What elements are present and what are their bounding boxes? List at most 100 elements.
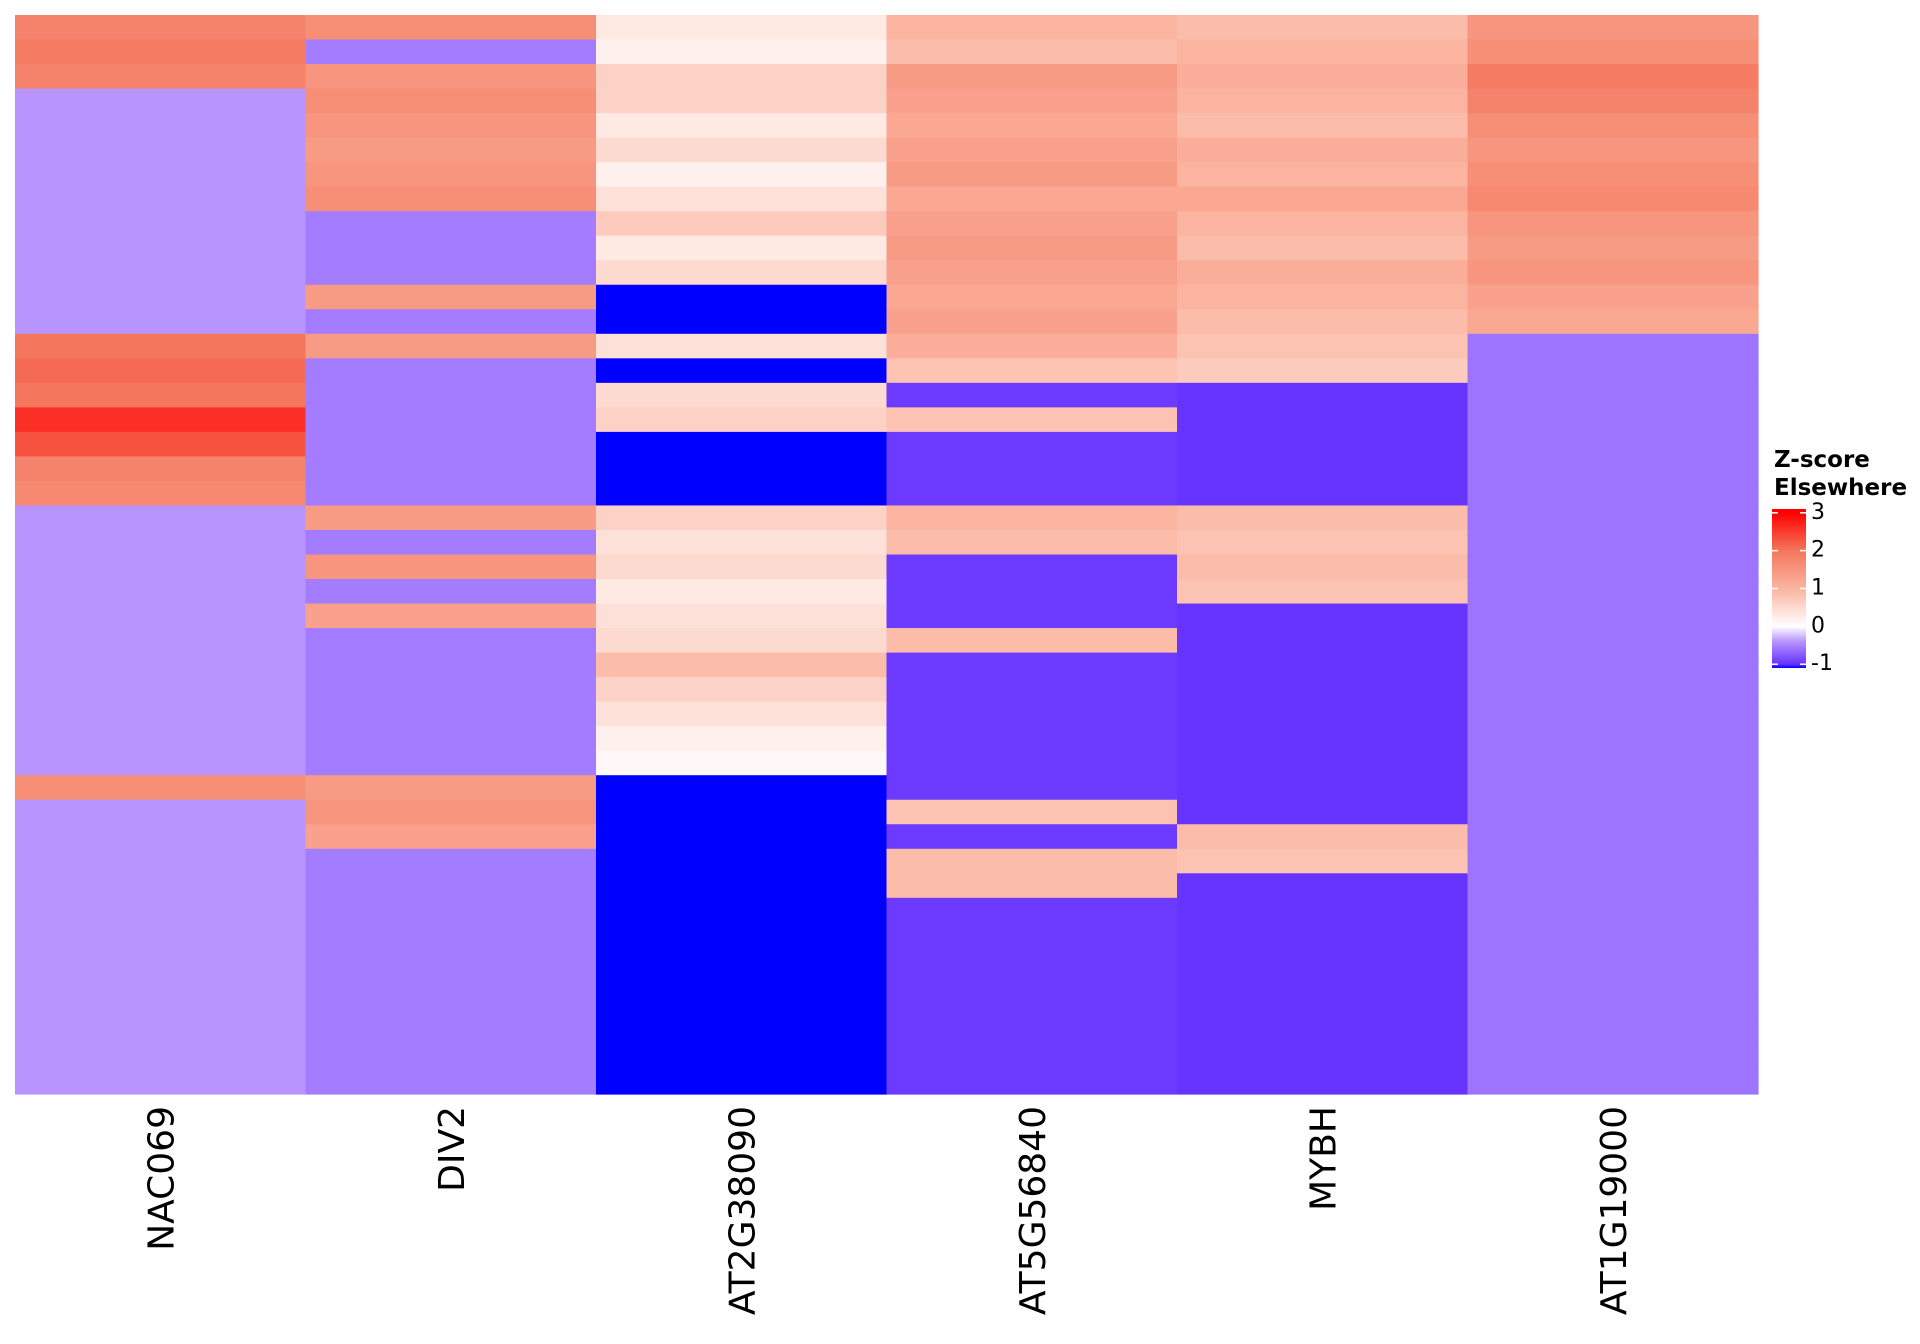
heatmap-cell	[1177, 897, 1469, 923]
heatmap-cell	[305, 873, 597, 899]
heatmap-cell	[596, 799, 888, 825]
heatmap-cell	[1467, 162, 1759, 188]
heatmap-cell	[305, 211, 597, 237]
heatmap-cell	[596, 505, 888, 531]
heatmap-cell	[1177, 579, 1469, 605]
heatmap-cell	[1177, 603, 1469, 629]
heatmap-cell	[1467, 652, 1759, 678]
heatmap-cell	[596, 701, 888, 727]
heatmap-cell	[1177, 88, 1469, 114]
heatmap-cell	[1177, 137, 1469, 163]
heatmap-cell	[886, 799, 1178, 825]
heatmap-cell	[1177, 64, 1469, 90]
heatmap-cell	[15, 946, 307, 972]
heatmap-cell	[305, 480, 597, 507]
x-tick-label: AT2G38090	[722, 1106, 763, 1315]
heatmap-cell	[1467, 579, 1759, 605]
heatmap-cell	[1177, 529, 1469, 556]
heatmap-cell	[305, 186, 597, 212]
heatmap-cell	[596, 186, 888, 212]
heatmap-cell	[886, 137, 1178, 163]
heatmap-cell	[596, 946, 888, 972]
heatmap-cell	[886, 15, 1178, 41]
heatmap-cell	[1177, 554, 1469, 580]
heatmap-cell	[886, 309, 1178, 335]
heatmap-cell	[15, 652, 307, 678]
heatmap-cell	[886, 554, 1178, 580]
heatmap-cell	[596, 260, 888, 286]
heatmap-cell	[596, 652, 888, 678]
heatmap-cell	[596, 848, 888, 874]
heatmap-cell	[1177, 505, 1469, 531]
heatmap-cell	[305, 529, 597, 556]
heatmap-cell	[886, 1044, 1178, 1071]
x-tick-label: AT1G19000	[1594, 1106, 1635, 1315]
heatmap-cell	[596, 137, 888, 163]
heatmap-cell	[1177, 456, 1469, 482]
heatmap-cell	[1467, 1044, 1759, 1071]
heatmap-cell	[1467, 64, 1759, 90]
heatmap-cell	[596, 873, 888, 899]
heatmap-cell	[886, 677, 1178, 703]
heatmap-cell	[1467, 113, 1759, 139]
heatmap-cell	[886, 897, 1178, 923]
heatmap-cell	[305, 848, 597, 874]
heatmap-cell	[305, 603, 597, 629]
heatmap-cell	[15, 358, 307, 384]
heatmap-cell	[596, 382, 888, 408]
heatmap-cell	[15, 186, 307, 212]
heatmap-cell	[596, 456, 888, 482]
heatmap-cell	[596, 235, 888, 261]
heatmap-cell	[305, 1044, 597, 1071]
heatmap-cell	[596, 284, 888, 310]
legend-title: Z-score	[1774, 447, 1870, 473]
heatmap-cell	[886, 603, 1178, 629]
heatmap-cell	[1177, 284, 1469, 310]
heatmap-cell	[1467, 382, 1759, 408]
heatmap-cell	[15, 554, 307, 580]
heatmap-cell	[15, 677, 307, 703]
heatmap-cell	[1467, 677, 1759, 703]
heatmap-cell	[1467, 39, 1759, 65]
heatmap-cell	[1467, 824, 1759, 850]
heatmap-cell	[886, 333, 1178, 359]
heatmap-cell	[1467, 309, 1759, 335]
heatmap-cell	[596, 333, 888, 359]
heatmap-cell	[1177, 333, 1469, 359]
heatmap-cell	[15, 211, 307, 237]
heatmap-cell	[1467, 358, 1759, 384]
heatmap-cell	[596, 897, 888, 923]
heatmap-cell	[596, 39, 888, 65]
heatmap-cell	[15, 995, 307, 1022]
heatmap-cell	[305, 431, 597, 458]
heatmap-cell	[886, 775, 1178, 801]
heatmap-cell	[1467, 946, 1759, 972]
heatmap-cell	[1177, 946, 1469, 972]
heatmap-cell	[305, 333, 597, 359]
heatmap-cell	[1177, 1020, 1469, 1046]
heatmap-cell	[1177, 235, 1469, 261]
heatmap-cell	[596, 603, 888, 629]
heatmap-cell	[1177, 726, 1469, 752]
heatmap-cell	[15, 873, 307, 899]
heatmap-cell	[1177, 309, 1469, 335]
heatmap-cell	[305, 137, 597, 163]
heatmap-cell	[1177, 628, 1469, 654]
heatmap-cell	[886, 701, 1178, 727]
heatmap-cell	[886, 529, 1178, 556]
heatmap-cell	[1467, 897, 1759, 923]
heatmap-cell	[886, 382, 1178, 408]
heatmap-cell	[1467, 971, 1759, 997]
heatmap-cell	[596, 211, 888, 237]
heatmap-cell	[305, 701, 597, 727]
heatmap-cell	[1177, 186, 1469, 212]
heatmap-cell	[15, 309, 307, 335]
heatmap-cell	[15, 15, 307, 41]
heatmap-cell	[305, 726, 597, 752]
heatmap-cell	[305, 382, 597, 408]
heatmap-cell	[1467, 529, 1759, 556]
heatmap-cell	[886, 113, 1178, 139]
heatmap-cell	[1177, 260, 1469, 286]
heatmap-cell	[1177, 39, 1469, 65]
